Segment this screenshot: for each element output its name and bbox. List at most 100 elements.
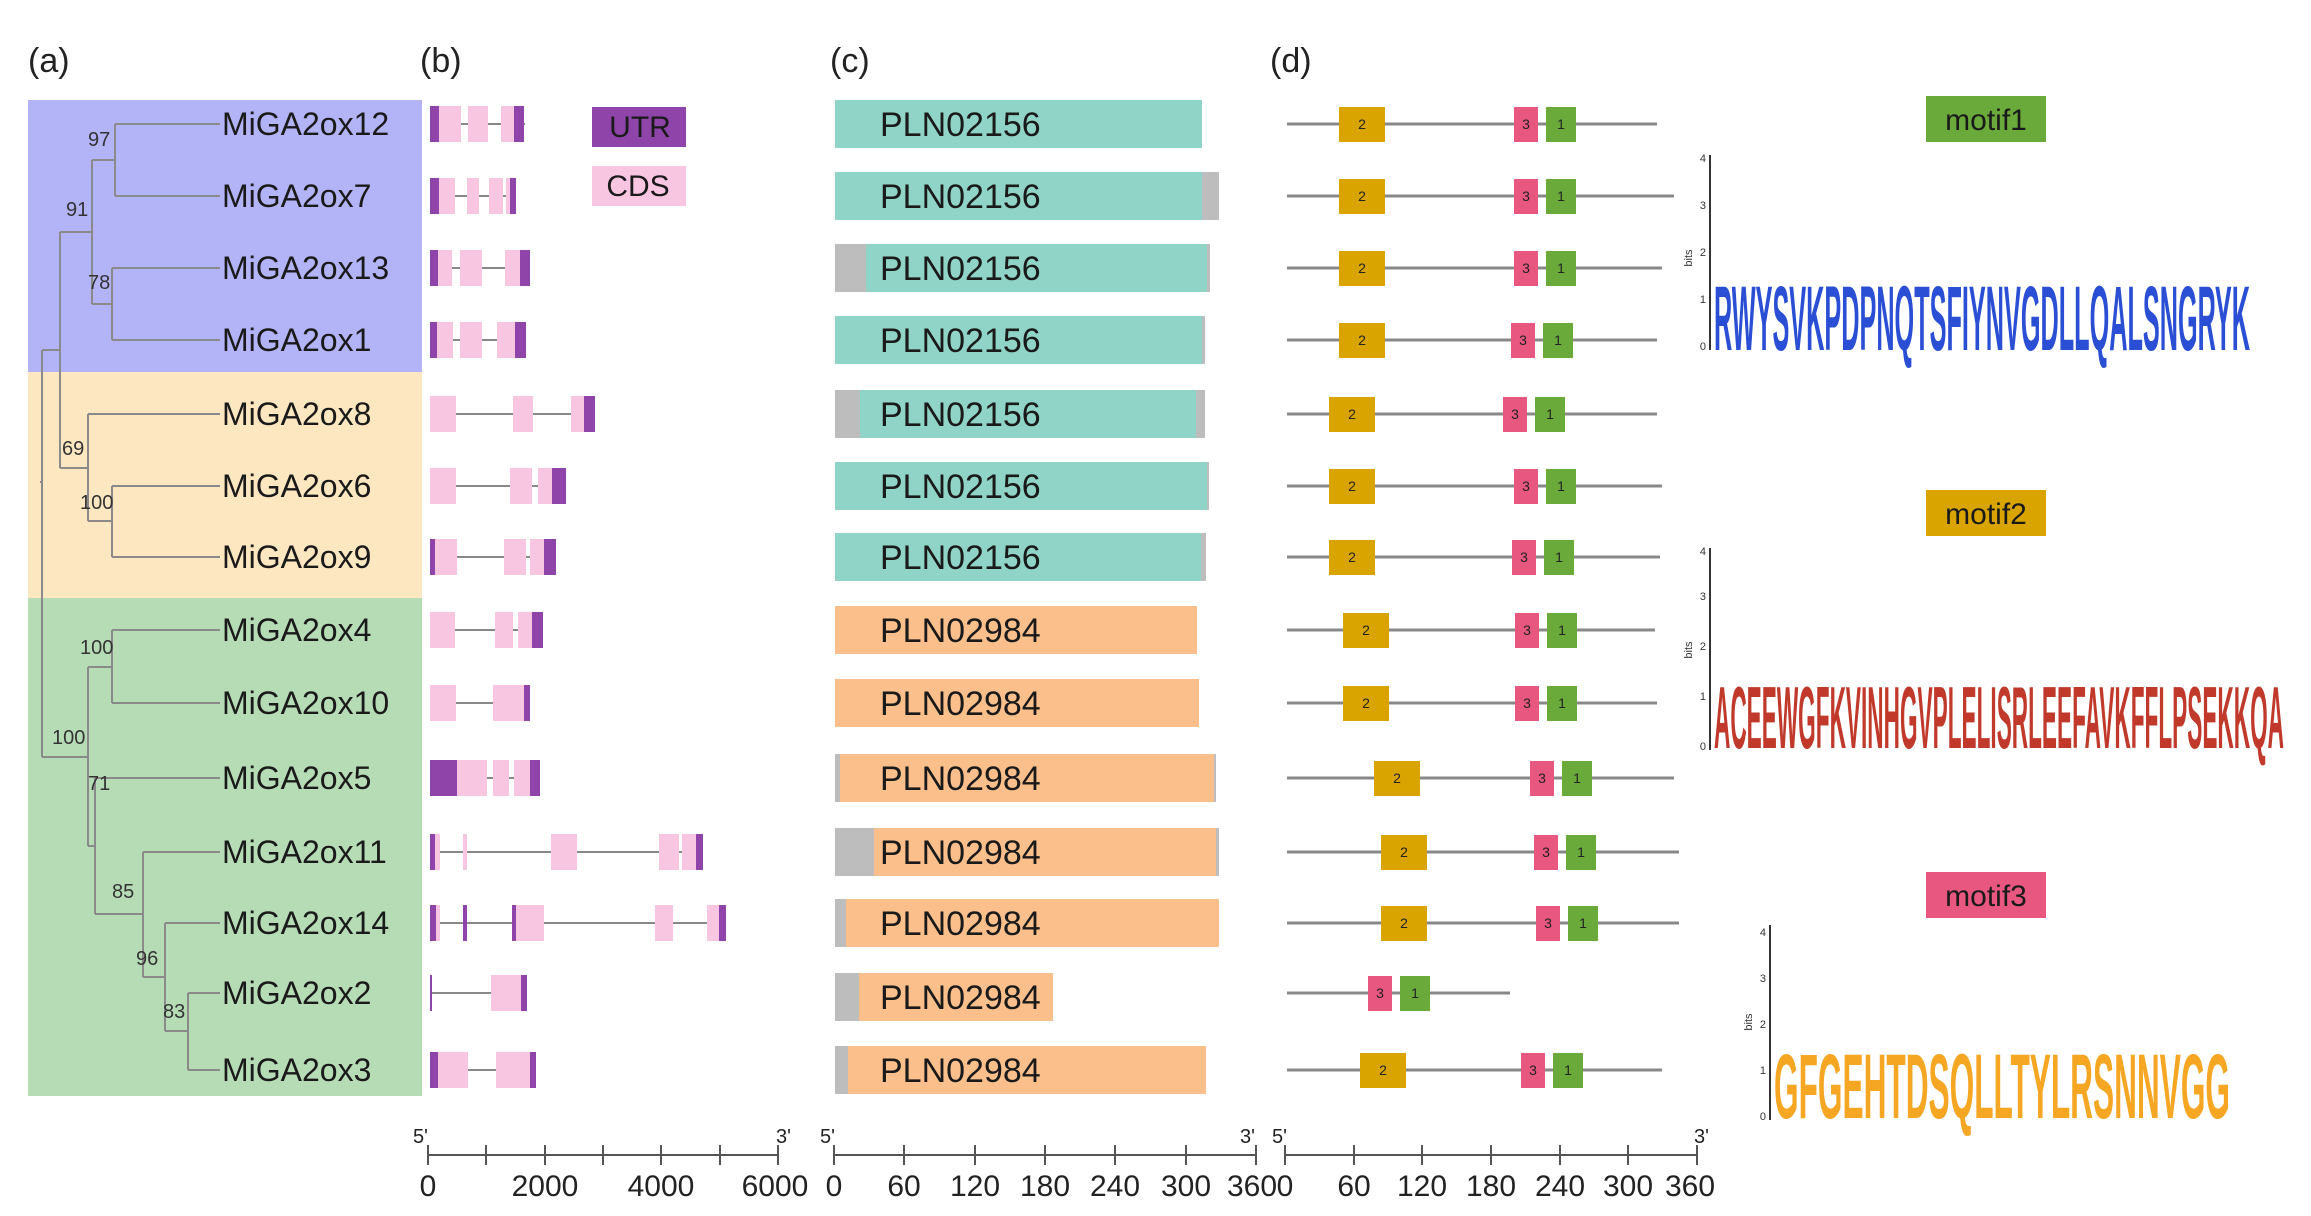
motif-number: 1 <box>1579 915 1587 931</box>
utr-block <box>430 834 435 870</box>
motif3-block <box>1514 251 1538 286</box>
gene-name: MiGA2ox3 <box>222 1052 371 1088</box>
motif-number: 3 <box>1542 844 1550 860</box>
motif1-block <box>1562 761 1592 796</box>
cds-block <box>493 685 524 721</box>
utr-block <box>510 178 516 214</box>
utr-block <box>544 539 556 575</box>
motif-number: 2 <box>1348 478 1356 494</box>
cds-block <box>571 396 584 432</box>
cds-block <box>430 612 455 648</box>
cds-block <box>468 106 488 142</box>
panel-d-motifs: 2 3 1 2 3 1 2 3 1 2 <box>1287 107 1679 1088</box>
axis-tick-label: 6000 <box>742 1170 809 1203</box>
gene-structure-row <box>430 834 703 870</box>
domain-block-pln02984 <box>846 899 1219 947</box>
utr-block <box>430 539 435 575</box>
motif-row: 2 3 1 <box>1287 323 1657 358</box>
gene-name: MiGA2ox11 <box>222 834 387 870</box>
cds-block <box>513 396 533 432</box>
utr-block <box>515 322 526 358</box>
utr-block <box>719 905 726 941</box>
axis-tick-label: 360 <box>1227 1170 1277 1203</box>
domain-label: PLN02156 <box>880 539 1041 577</box>
motif2-block <box>1343 613 1389 648</box>
motif1-title: motif1 <box>1945 104 2027 137</box>
clade-blue-background <box>28 100 422 372</box>
domain-row: PLN02156 <box>835 462 1209 510</box>
clade-orange-background <box>28 372 422 598</box>
motif-number: 3 <box>1376 985 1384 1001</box>
motif2-block <box>1339 323 1385 358</box>
panel-label-c: (c) <box>830 42 870 80</box>
motif-number: 3 <box>1523 695 1531 711</box>
motif1-block <box>1547 686 1577 721</box>
motif1-block <box>1546 107 1576 142</box>
domain-row: PLN02156 <box>835 316 1205 364</box>
motif3-block <box>1368 976 1392 1011</box>
domain-label: PLN02156 <box>880 178 1041 216</box>
gene-name: MiGA2ox7 <box>222 178 371 214</box>
logo-y-label: bits <box>1743 1013 1755 1031</box>
domain-block-pln02984 <box>874 828 1216 876</box>
motif-row: 2 3 1 <box>1287 835 1679 870</box>
gene-structure-row <box>430 396 595 432</box>
domain-row: PLN02984 <box>835 828 1219 876</box>
axis-end-label-3prime: 3' <box>1694 1126 1709 1148</box>
motif3-block <box>1534 835 1558 870</box>
bootstrap-value: 96 <box>136 948 158 970</box>
cds-block <box>551 834 577 870</box>
legend-utr-label: UTR <box>609 111 671 144</box>
gene-name: MiGA2ox9 <box>222 539 371 575</box>
motif3-block <box>1536 906 1560 941</box>
cds-block <box>435 539 457 575</box>
logo-y-tick: 0 <box>1760 1111 1766 1123</box>
motif-number: 3 <box>1529 1062 1537 1078</box>
motif1-block <box>1546 179 1576 214</box>
utr-block <box>530 1052 536 1088</box>
legend-cds-swatch <box>592 166 686 206</box>
utr-block <box>430 178 439 214</box>
cds-block <box>460 322 482 358</box>
motif1-logo: motif1 bits 0 1 2 3 4 RWYSVKPDPNQTSFIYNV… <box>1683 96 2250 370</box>
domain-row: PLN02156 <box>835 533 1206 581</box>
cds-block <box>430 396 456 432</box>
utr-block <box>430 1052 438 1088</box>
motif3-block <box>1514 469 1538 504</box>
motif3-title-box <box>1926 872 2046 918</box>
domain-block-pln02156 <box>835 533 1201 581</box>
motif3-logo: motif3 bits 0 1 2 3 4 GFGEHTDSQLLTYLRSNN… <box>1743 872 2230 1138</box>
motif2-sequence: ACEEWGFKVINHGVPLELISRLEEFAVKFFLPSEKKQA <box>1714 668 2284 767</box>
motif1-block <box>1546 469 1576 504</box>
cds-block <box>439 178 455 214</box>
motif-number: 3 <box>1511 406 1519 422</box>
motif2-block <box>1360 1053 1406 1088</box>
gene-name: MiGA2ox8 <box>222 396 371 432</box>
domain-row: PLN02156 <box>835 244 1210 292</box>
motif-row: 2 3 1 <box>1287 761 1674 796</box>
motif-number: 1 <box>1557 116 1565 132</box>
motif2-block <box>1381 906 1427 941</box>
motif1-block <box>1568 906 1598 941</box>
gene-structure-row <box>430 322 526 358</box>
bootstrap-value: 100 <box>80 492 113 514</box>
utr-block <box>430 250 438 286</box>
logo-y-tick: 1 <box>1700 294 1706 306</box>
utr-block <box>530 760 540 796</box>
gene-structure-row <box>430 760 540 796</box>
domain-row: PLN02984 <box>835 973 1053 1021</box>
gene-name: MiGA2ox14 <box>222 905 389 941</box>
domain-block-pln02984 <box>859 973 1053 1021</box>
cds-block <box>516 905 544 941</box>
domain-label: PLN02156 <box>880 250 1041 288</box>
domain-block-pln02156 <box>835 172 1202 220</box>
motif3-block <box>1515 686 1539 721</box>
utr-block <box>430 905 436 941</box>
domain-row: PLN02156 <box>835 100 1202 148</box>
motif-number: 1 <box>1411 985 1419 1001</box>
axis-b <box>427 1145 779 1165</box>
utr-block <box>584 396 595 432</box>
bootstrap-value: 83 <box>163 1001 185 1023</box>
motif1-block <box>1400 976 1430 1011</box>
axis-tick-label: 0 <box>1277 1170 1294 1203</box>
